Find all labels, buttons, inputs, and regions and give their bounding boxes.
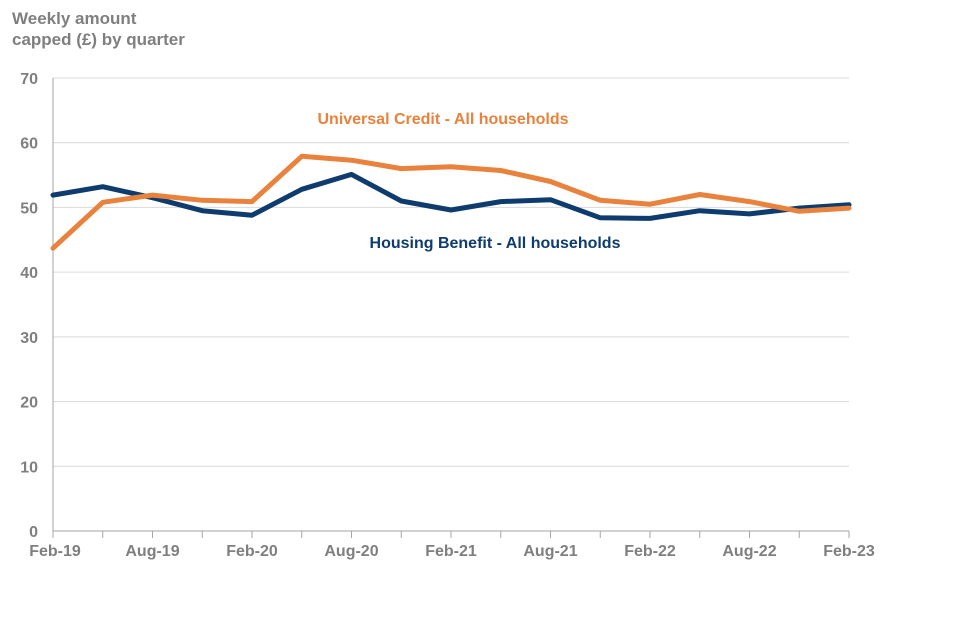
y-tick-label-50: 50 — [20, 200, 38, 217]
x-tick-label: Aug-22 — [722, 543, 776, 560]
axes — [52, 78, 850, 538]
x-tick-label: Aug-19 — [125, 543, 179, 560]
x-tick-label: Aug-21 — [523, 543, 577, 560]
x-tick-label: Feb-22 — [624, 543, 676, 560]
y-tick-label-20: 20 — [20, 395, 38, 412]
y-tick-label-0: 0 — [29, 524, 38, 541]
y-tick-label-40: 40 — [20, 265, 38, 282]
y-axis-ticks: 0 10 20 30 40 50 60 70 — [20, 71, 38, 541]
y-axis-title-line-2: capped (£) by quarter — [12, 30, 185, 49]
x-tick-label: Feb-23 — [823, 543, 875, 560]
annotations: Universal Credit - All households Housin… — [317, 111, 620, 252]
annotation-universal-credit: Universal Credit - All households — [317, 111, 568, 128]
x-axis-ticks: Feb-19 Aug-19 Feb-20 Aug-20 Feb-21 Aug-21 Feb-… — [29, 543, 875, 560]
y-tick-label-30: 30 — [20, 330, 38, 347]
annotation-housing-benefit: Housing Benefit - All households — [370, 235, 621, 252]
x-tick-label: Feb-21 — [425, 543, 477, 560]
gridlines — [53, 77, 849, 467]
x-tick-label: Feb-20 — [226, 543, 278, 560]
series-lines — [50, 153, 852, 251]
y-axis-title: Weekly amount capped (£) by quarter — [12, 8, 185, 50]
x-tick-label: Feb-19 — [29, 543, 81, 560]
y-axis-title-line-1: Weekly amount — [12, 9, 137, 28]
y-tick-label-70: 70 — [20, 71, 38, 88]
y-tick-label-10: 10 — [20, 459, 38, 476]
y-tick-label-60: 60 — [20, 136, 38, 153]
x-tick-label: Aug-20 — [324, 543, 378, 560]
